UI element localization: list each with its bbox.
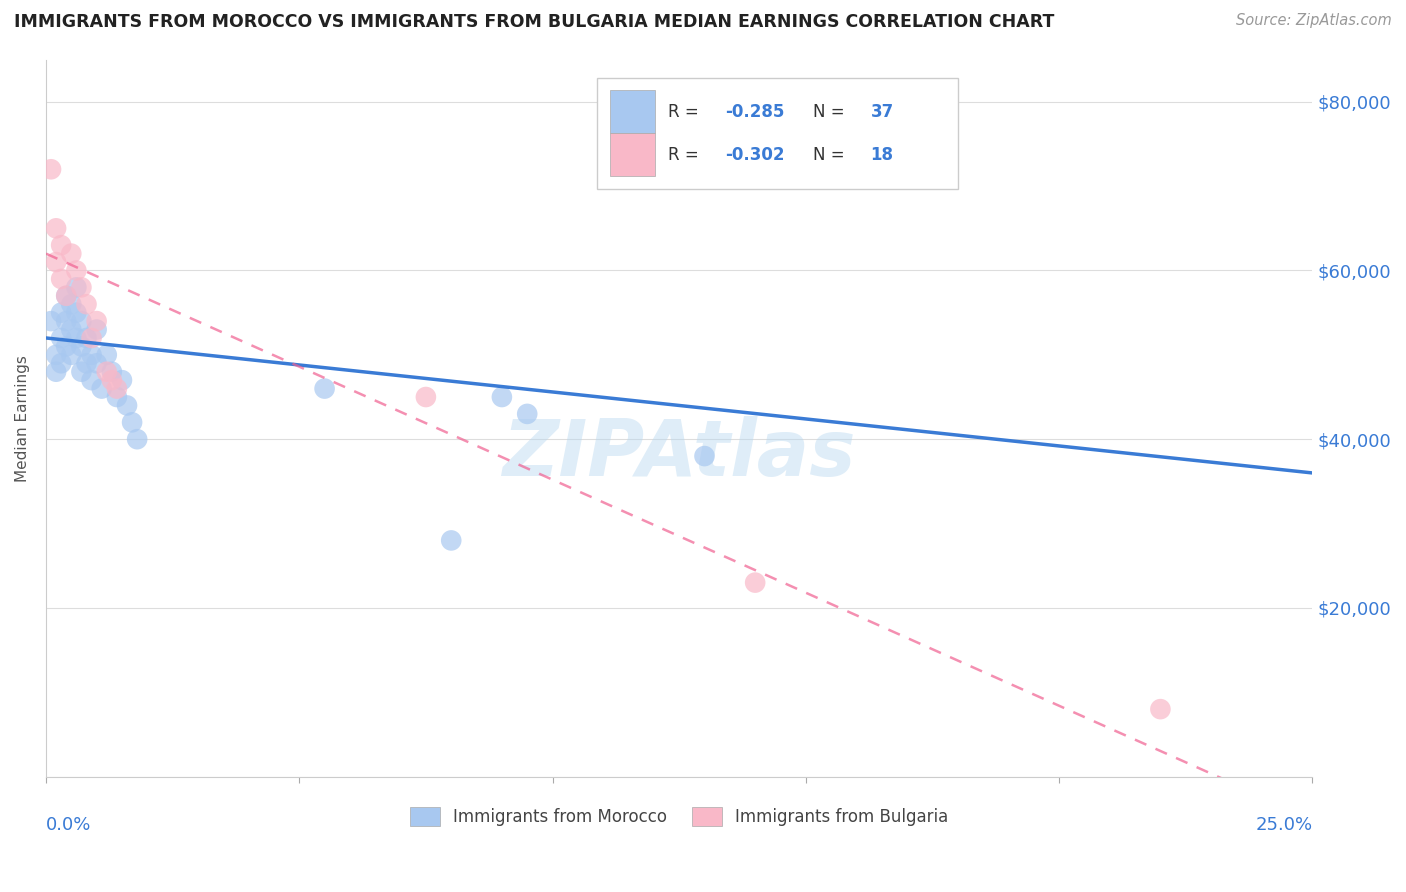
Text: -0.302: -0.302 — [724, 146, 785, 164]
Point — [65, 263, 87, 277]
Point — [744, 575, 766, 590]
Point — [45, 365, 67, 379]
FancyBboxPatch shape — [610, 90, 655, 133]
Point — [60, 297, 83, 311]
Point — [70, 339, 93, 353]
Text: 25.0%: 25.0% — [1256, 816, 1312, 834]
Point — [51, 238, 73, 252]
Point — [70, 365, 93, 379]
Point — [105, 390, 128, 404]
Point — [121, 415, 143, 429]
Point — [55, 339, 77, 353]
Point — [111, 373, 134, 387]
Text: R =: R = — [668, 146, 704, 164]
Point — [60, 246, 83, 260]
Point — [55, 289, 77, 303]
Point — [80, 331, 103, 345]
Point — [491, 390, 513, 404]
Text: -0.285: -0.285 — [724, 103, 785, 121]
FancyBboxPatch shape — [610, 134, 655, 176]
Text: Source: ZipAtlas.com: Source: ZipAtlas.com — [1236, 13, 1392, 29]
Point — [80, 348, 103, 362]
Point — [60, 348, 83, 362]
Text: N =: N = — [814, 103, 851, 121]
Point — [45, 348, 67, 362]
Point — [86, 356, 108, 370]
Text: ZIPAtlas: ZIPAtlas — [502, 416, 856, 492]
Point — [440, 533, 463, 548]
Point — [51, 272, 73, 286]
Point — [86, 314, 108, 328]
Point — [70, 314, 93, 328]
Point — [101, 373, 124, 387]
Point — [96, 348, 118, 362]
Point — [693, 449, 716, 463]
Text: R =: R = — [668, 103, 704, 121]
Point — [76, 331, 98, 345]
Point — [65, 280, 87, 294]
Point — [39, 162, 62, 177]
Point — [60, 322, 83, 336]
Point — [65, 306, 87, 320]
Point — [96, 365, 118, 379]
Point — [90, 382, 112, 396]
Point — [1149, 702, 1171, 716]
Point — [105, 382, 128, 396]
Point — [76, 297, 98, 311]
Point — [516, 407, 538, 421]
Text: N =: N = — [814, 146, 851, 164]
Point — [115, 399, 138, 413]
Point — [415, 390, 437, 404]
Text: 37: 37 — [870, 103, 894, 121]
Point — [45, 255, 67, 269]
Legend: Immigrants from Morocco, Immigrants from Bulgaria: Immigrants from Morocco, Immigrants from… — [404, 800, 955, 833]
Y-axis label: Median Earnings: Median Earnings — [15, 355, 30, 482]
Point — [55, 289, 77, 303]
Point — [51, 331, 73, 345]
Point — [76, 356, 98, 370]
FancyBboxPatch shape — [598, 78, 957, 189]
Point — [101, 365, 124, 379]
Point — [45, 221, 67, 235]
Point — [314, 382, 336, 396]
Point — [55, 314, 77, 328]
Point — [39, 314, 62, 328]
Text: IMMIGRANTS FROM MOROCCO VS IMMIGRANTS FROM BULGARIA MEDIAN EARNINGS CORRELATION : IMMIGRANTS FROM MOROCCO VS IMMIGRANTS FR… — [14, 13, 1054, 31]
Point — [65, 331, 87, 345]
Text: 0.0%: 0.0% — [46, 816, 91, 834]
Point — [70, 280, 93, 294]
Point — [86, 322, 108, 336]
Point — [51, 306, 73, 320]
Text: 18: 18 — [870, 146, 893, 164]
Point — [80, 373, 103, 387]
Point — [51, 356, 73, 370]
Point — [127, 432, 149, 446]
